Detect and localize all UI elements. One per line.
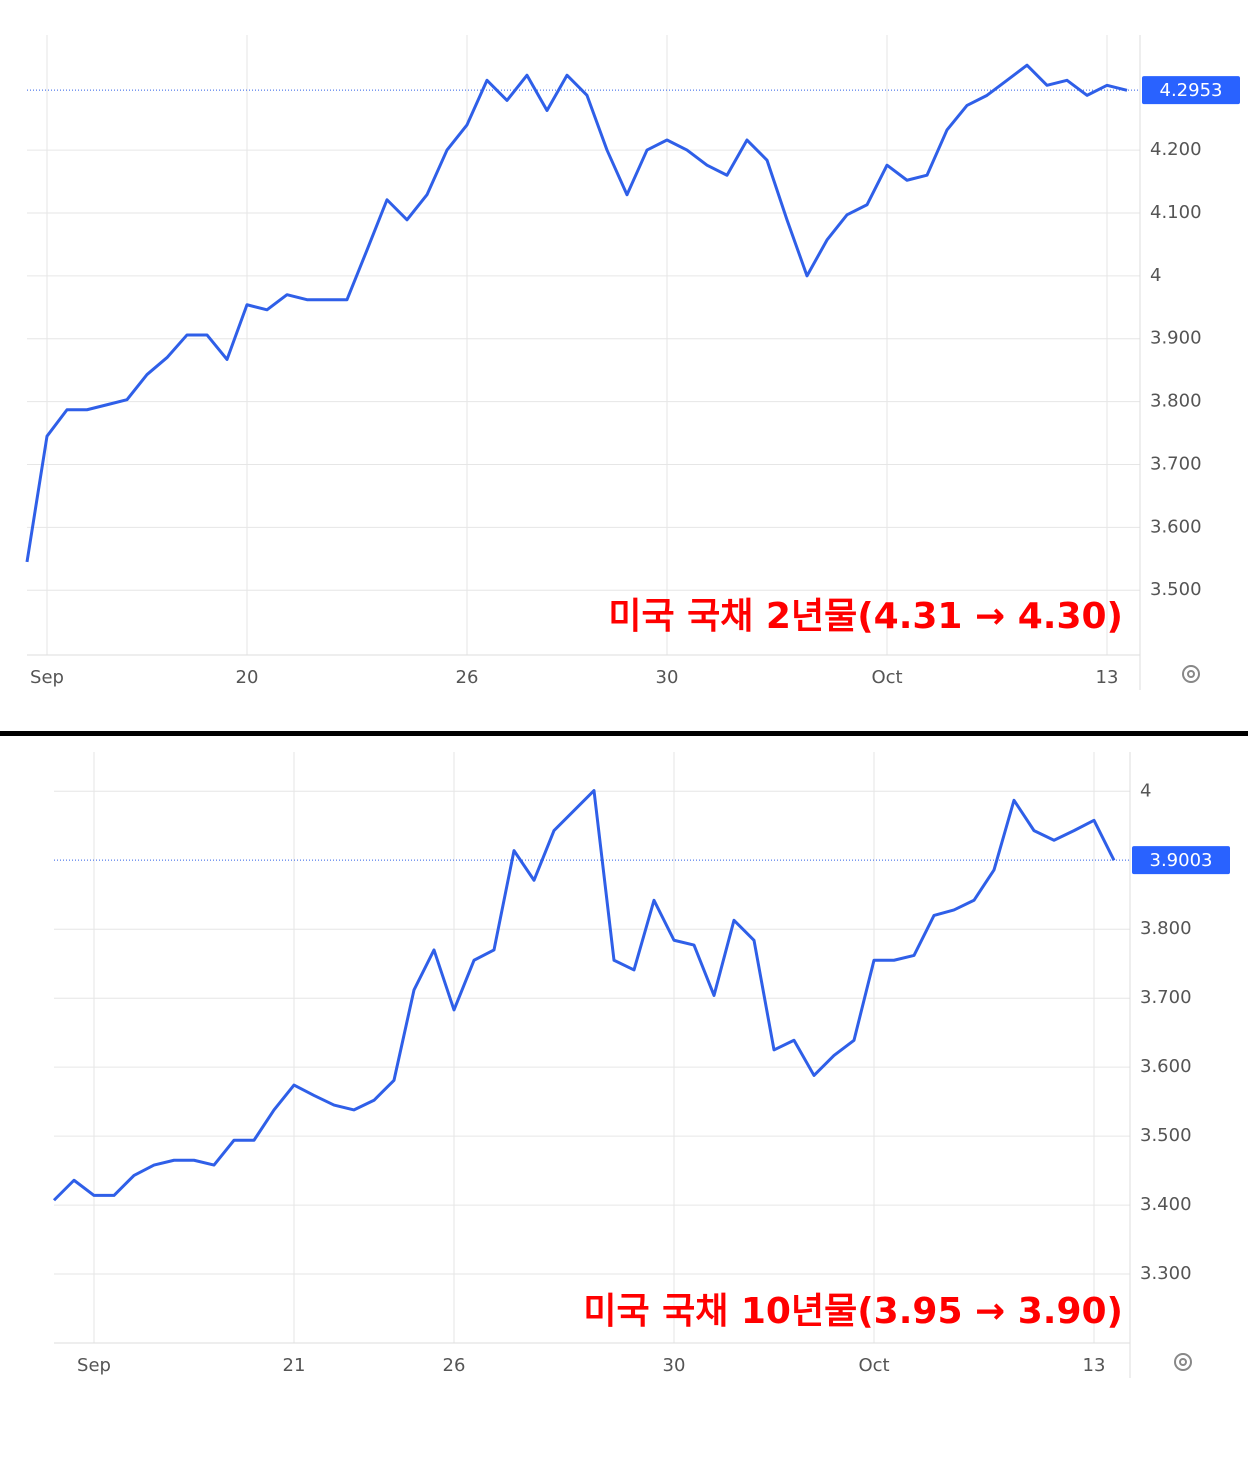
y-tick-label: 4.200 [1150, 139, 1202, 160]
x-tick-label: Sep [30, 667, 64, 688]
y-tick-label: 3.500 [1150, 579, 1202, 600]
separator [0, 731, 1248, 736]
y-tick-label: 4 [1150, 265, 1161, 286]
x-tick-label: 26 [443, 1355, 466, 1376]
y-tick-label: 4.100 [1150, 202, 1202, 223]
x-tick-label: 26 [456, 667, 479, 688]
last-value-label: 3.9003 [1150, 850, 1213, 871]
annotation: 미국 국채 2년물(4.31 → 4.30) [608, 596, 1123, 637]
last-value-box [1142, 76, 1240, 105]
gear[interactable] [1182, 665, 1200, 683]
y-tick-label: 3.400 [1140, 1194, 1192, 1215]
y-tick-label: 3.500 [1140, 1125, 1192, 1146]
settings-icon[interactable] [1174, 1353, 1192, 1371]
x-tick-label: Sep [77, 1355, 111, 1376]
gear-hole[interactable] [1187, 670, 1195, 678]
x-tick-label: 13 [1083, 1355, 1106, 1376]
gear[interactable] [1174, 1353, 1192, 1371]
y-tick-label: 3.800 [1140, 918, 1192, 939]
y-tick-label: 3.700 [1150, 453, 1202, 474]
x-tick-label: Oct [871, 667, 902, 688]
y-tick-label: 3.700 [1140, 987, 1192, 1008]
y-tick-label: 3.800 [1150, 391, 1202, 412]
x-tick-label: 20 [236, 667, 259, 688]
gear-hole[interactable] [1179, 1358, 1187, 1366]
settings-icon[interactable] [1182, 665, 1200, 683]
x-tick-label: 30 [656, 667, 679, 688]
y-tick-label: 3.600 [1150, 516, 1202, 537]
y-tick-label: 3.600 [1140, 1056, 1192, 1077]
last-value-box [1132, 846, 1230, 875]
annotation: 미국 국채 10년물(3.95 → 3.90) [583, 1291, 1123, 1332]
x-tick-label: 30 [663, 1355, 686, 1376]
x-tick-label: Oct [858, 1355, 889, 1376]
x-tick-label: 21 [283, 1355, 306, 1376]
x-tick-label: 13 [1096, 667, 1119, 688]
price-line [52, 789, 1116, 1202]
y-tick-label: 4 [1140, 780, 1151, 801]
last-value-label: 4.2953 [1160, 80, 1223, 101]
price-line [25, 63, 1128, 563]
y-tick-label: 3.300 [1140, 1263, 1192, 1284]
y-tick-label: 3.900 [1150, 328, 1202, 349]
